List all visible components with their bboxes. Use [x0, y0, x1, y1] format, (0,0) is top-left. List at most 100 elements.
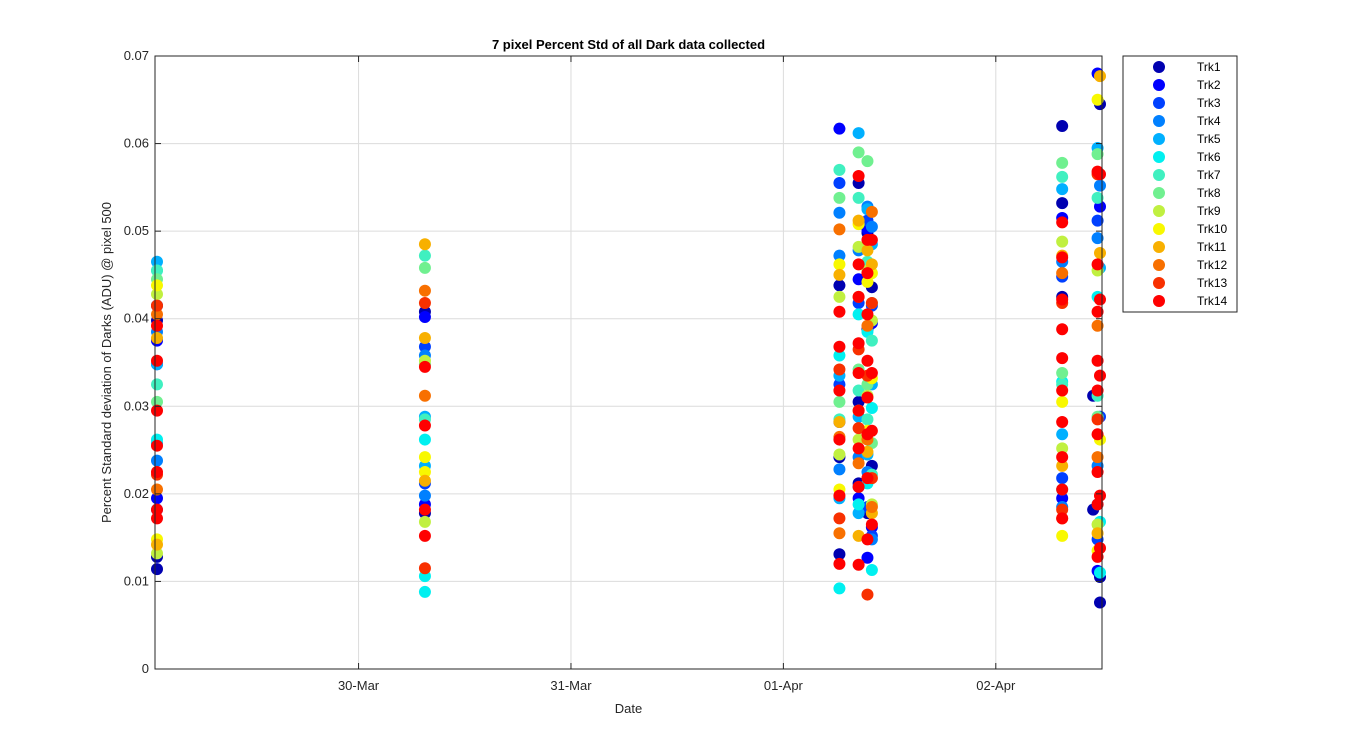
point-trk11	[418, 331, 431, 344]
point-trk12	[833, 223, 846, 236]
point-trk11	[151, 538, 163, 551]
point-trk14	[151, 512, 163, 525]
point-trk11	[1094, 247, 1106, 260]
axes-box	[154, 55, 1103, 670]
legend-marker	[1153, 169, 1165, 181]
legend-marker	[1153, 205, 1165, 217]
point-trk14	[1091, 465, 1104, 478]
point-trk2	[1056, 492, 1069, 505]
point-trk11	[151, 331, 163, 344]
point-trk14	[151, 404, 163, 417]
point-trk7	[151, 264, 163, 277]
chart-title: 7 pixel Percent Std of all Dark data col…	[492, 37, 765, 52]
point-trk6	[852, 498, 865, 511]
point-trk4	[833, 206, 846, 219]
point-trk14	[852, 442, 865, 455]
point-trk12	[418, 389, 431, 402]
point-trk14	[418, 360, 431, 373]
point-trk8	[833, 395, 846, 408]
point-trk14	[1056, 216, 1069, 229]
legend-marker	[1153, 241, 1165, 253]
point-trk13	[1056, 503, 1069, 516]
point-trk8	[1056, 367, 1069, 380]
point-trk9	[151, 547, 163, 560]
point-trk12	[833, 527, 846, 540]
legend-marker	[1153, 79, 1165, 91]
point-trk14	[852, 258, 865, 271]
point-trk7	[865, 334, 878, 347]
legend-label: Trk6	[1197, 150, 1221, 164]
point-trk14	[1094, 293, 1106, 306]
point-trk14	[865, 233, 878, 246]
point-trk10	[1056, 395, 1069, 408]
legend-label: Trk2	[1197, 78, 1221, 92]
point-trk11	[1094, 70, 1106, 83]
legend-marker	[1153, 115, 1165, 127]
point-trk7	[1056, 170, 1069, 183]
legend-label: Trk9	[1197, 204, 1221, 218]
y-tick-label: 0.04	[124, 311, 149, 326]
point-trk14	[861, 472, 874, 485]
point-trk14	[1056, 416, 1069, 429]
point-trk7	[833, 163, 846, 176]
legend-label: Trk1	[1197, 60, 1221, 74]
point-trk14	[852, 558, 865, 571]
point-trk14	[865, 367, 878, 380]
point-trk13	[1091, 413, 1104, 426]
y-tick-label: 0.01	[124, 573, 149, 588]
point-trk4	[418, 489, 431, 502]
y-tick-label: 0	[142, 661, 149, 676]
point-trk14	[833, 489, 846, 502]
point-trk12	[151, 308, 163, 321]
point-trk8	[1056, 156, 1069, 169]
point-trk12	[861, 319, 874, 332]
legend-label: Trk3	[1197, 96, 1221, 110]
point-trk14	[1056, 512, 1069, 525]
point-trk10	[833, 258, 846, 271]
point-trk9	[1091, 518, 1104, 531]
point-trk14	[1091, 428, 1104, 441]
point-trk13	[865, 296, 878, 309]
point-trk14	[852, 290, 865, 303]
point-trk11	[852, 214, 865, 227]
point-trk14	[1091, 384, 1104, 397]
point-trk5	[852, 127, 865, 140]
point-trk1	[833, 548, 846, 561]
point-trk1	[1094, 596, 1106, 609]
point-trk14	[1056, 323, 1069, 336]
point-trk7	[861, 413, 874, 426]
legend-marker	[1153, 259, 1165, 271]
point-trk9	[1056, 235, 1069, 248]
x-axis-label: Date	[615, 701, 642, 716]
point-trk3	[833, 176, 846, 189]
point-trk2	[861, 551, 874, 564]
point-trk14	[151, 439, 163, 452]
point-trk5	[151, 255, 163, 268]
point-trk12	[1091, 451, 1104, 464]
y-axis-label: Percent Standard deviation of Darks (ADU…	[99, 202, 114, 523]
point-trk14	[861, 533, 874, 546]
point-trk14	[1091, 258, 1104, 271]
point-trk14	[852, 169, 865, 182]
point-trk12	[865, 205, 878, 218]
point-trk14	[1056, 384, 1069, 397]
y-tick-label: 0.07	[124, 48, 149, 63]
point-trk11	[418, 474, 431, 487]
point-trk14	[1094, 542, 1106, 555]
point-trk4	[865, 220, 878, 233]
point-trk3	[1091, 214, 1104, 227]
point-trk9	[418, 515, 431, 528]
point-trk5	[852, 507, 865, 520]
point-trk4	[1094, 179, 1106, 192]
point-trk14	[1056, 251, 1069, 264]
point-trk6	[852, 308, 865, 321]
point-trk1	[852, 395, 865, 408]
point-trk8	[852, 146, 865, 159]
point-trk14	[1094, 168, 1106, 181]
legend-marker	[1153, 223, 1165, 235]
legend-marker	[1153, 277, 1165, 289]
point-trk11	[1056, 459, 1069, 472]
point-trk14	[418, 529, 431, 542]
point-trk7	[151, 378, 163, 391]
